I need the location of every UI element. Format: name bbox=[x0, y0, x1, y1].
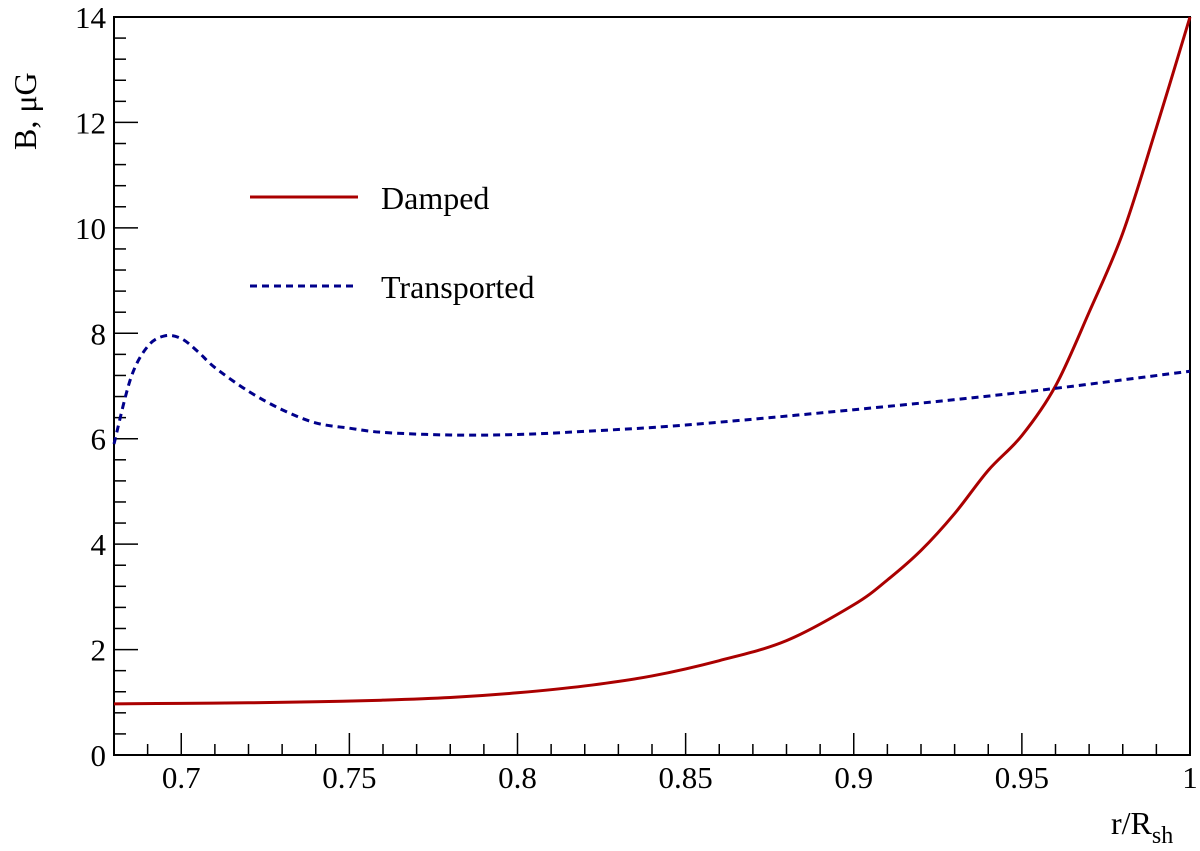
y-tick-label: 6 bbox=[91, 422, 107, 457]
y-tick-label: 4 bbox=[91, 527, 107, 562]
y-tick-label: 12 bbox=[75, 105, 106, 140]
x-tick-label: 0.75 bbox=[322, 760, 376, 795]
x-tick-label: 1 bbox=[1182, 760, 1198, 795]
y-tick-label: 0 bbox=[91, 738, 107, 773]
legend: Damped Transported bbox=[250, 180, 534, 305]
x-tick-label: 0.85 bbox=[659, 760, 713, 795]
x-tick-label: 0.7 bbox=[162, 760, 201, 795]
legend-label-damped: Damped bbox=[381, 180, 489, 216]
x-axis-title: r/Rsh bbox=[1111, 805, 1173, 849]
x-axis-title-subscript: sh bbox=[1152, 823, 1173, 849]
plot-frame bbox=[113, 16, 1191, 756]
series-line-damped bbox=[113, 16, 1192, 706]
x-tick-label: 0.95 bbox=[995, 760, 1049, 795]
data-series bbox=[112, 16, 1192, 706]
y-axis-title: B, μG bbox=[7, 72, 43, 150]
axis-ticks bbox=[113, 16, 1191, 756]
legend-label-transported: Transported bbox=[381, 269, 534, 305]
series-line-transported bbox=[112, 333, 1191, 445]
y-tick-label: 10 bbox=[75, 211, 106, 246]
y-tick-label: 14 bbox=[75, 0, 107, 35]
x-axis-title-main: r/R bbox=[1111, 805, 1153, 841]
y-tick-label: 8 bbox=[91, 316, 107, 351]
x-tick-label: 0.8 bbox=[498, 760, 537, 795]
y-tick-label: 2 bbox=[91, 633, 107, 668]
x-tick-label: 0.9 bbox=[834, 760, 873, 795]
